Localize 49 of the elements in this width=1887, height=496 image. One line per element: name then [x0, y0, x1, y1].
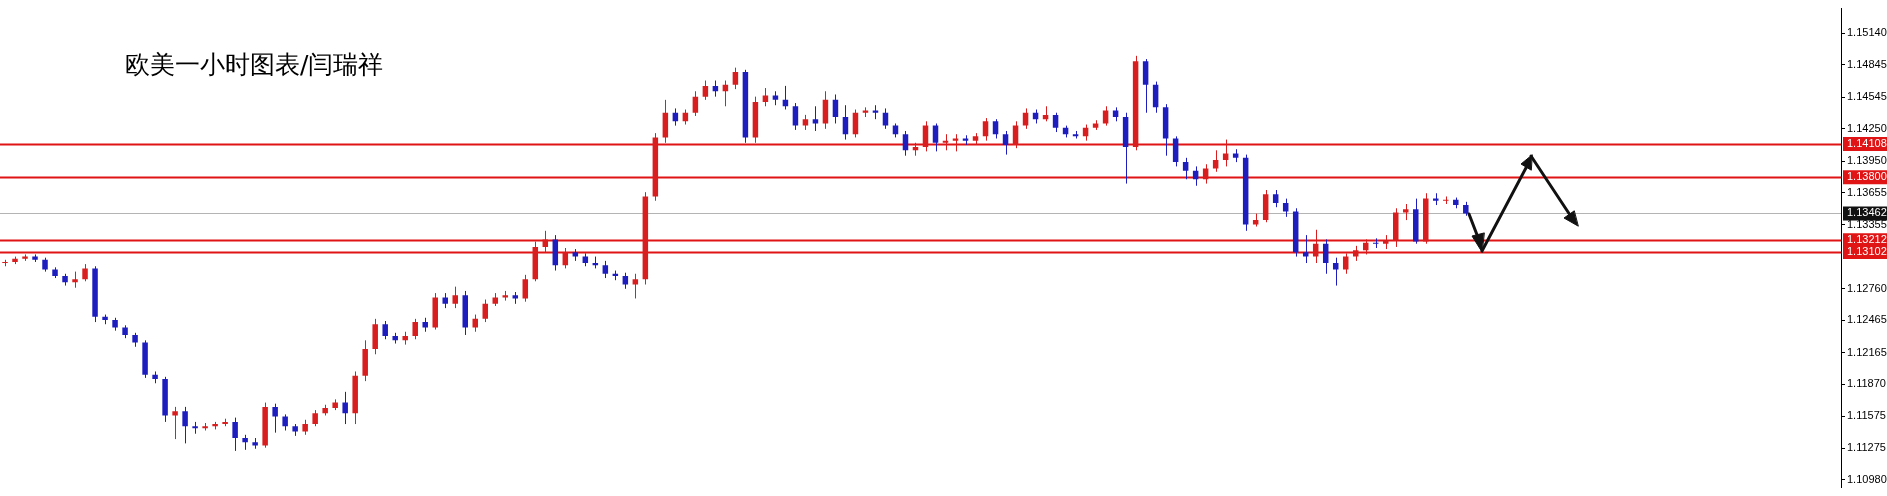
- candlestick: [1022, 107, 1029, 130]
- candlestick: [382, 320, 388, 340]
- candlestick: [1302, 234, 1309, 264]
- candlestick: [172, 406, 178, 440]
- candlestick: [1052, 112, 1059, 133]
- text: 欧美一小时图表/闫瑞祥: [125, 49, 384, 79]
- candlestick: [702, 80, 709, 101]
- y-tick-label: 1.15140: [1847, 26, 1887, 39]
- candlestick: [1002, 130, 1009, 156]
- y-tick-label: 1.12165: [1847, 345, 1887, 358]
- candlestick: [452, 286, 458, 309]
- candlestick: [182, 406, 188, 444]
- candlestick: [902, 130, 909, 157]
- y-tick-label: 1.11575: [1847, 409, 1886, 422]
- y-tick-label: 1.12465: [1847, 313, 1887, 326]
- candlestick: [1182, 157, 1189, 180]
- y-tick-label: 1.13655: [1847, 185, 1887, 198]
- ref-line-label: 1.14108: [1847, 137, 1887, 150]
- candlestick: [982, 117, 989, 142]
- candlestick: [272, 403, 278, 434]
- y-tick-label: 1.14545: [1847, 90, 1887, 103]
- candlestick: [882, 107, 889, 130]
- candlestick: [1322, 238, 1329, 275]
- y-tick-label: 1.14250: [1847, 121, 1887, 134]
- candlestick: [792, 102, 799, 131]
- candlestick: [692, 90, 699, 117]
- y-tick-label: 1.12760: [1847, 281, 1887, 294]
- y-tick-label: 1.11870: [1847, 377, 1886, 390]
- candlestick: [1282, 198, 1289, 218]
- candlestick: [632, 273, 639, 299]
- y-tick-label: 1.13950: [1847, 154, 1887, 167]
- candlestick: [412, 318, 418, 340]
- candlestick: [342, 391, 348, 425]
- candlestick: [992, 118, 999, 139]
- ref-line-label: 1.13800: [1847, 170, 1887, 183]
- y-tick-label: 1.11275: [1847, 441, 1886, 454]
- candlestick: [1172, 135, 1179, 167]
- y-tick-label: 1.14845: [1847, 57, 1887, 70]
- candlestick: [1142, 58, 1149, 114]
- ref-line-label: 1.13102: [1847, 245, 1887, 258]
- ref-line-label: 1.13212: [1847, 233, 1887, 246]
- candlestick: [482, 299, 489, 323]
- candlestick: [1212, 149, 1219, 173]
- candlestick: [232, 417, 238, 452]
- ref-line-label: 1.13462: [1847, 206, 1887, 219]
- y-tick-label: 1.13355: [1847, 217, 1887, 230]
- y-tick-label: 1.10980: [1847, 472, 1887, 485]
- candlestick: [732, 67, 739, 90]
- candlestick: [522, 274, 529, 303]
